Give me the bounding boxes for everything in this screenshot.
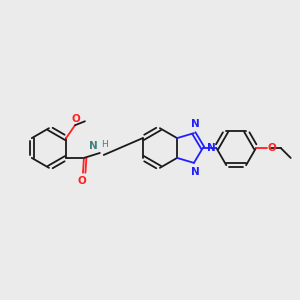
Text: O: O [78, 176, 86, 186]
Text: H: H [101, 140, 107, 149]
Text: N: N [207, 143, 215, 153]
Text: O: O [72, 114, 80, 124]
Text: N: N [190, 119, 199, 129]
Text: N: N [89, 141, 98, 151]
Text: O: O [268, 143, 277, 153]
Text: N: N [190, 167, 199, 177]
